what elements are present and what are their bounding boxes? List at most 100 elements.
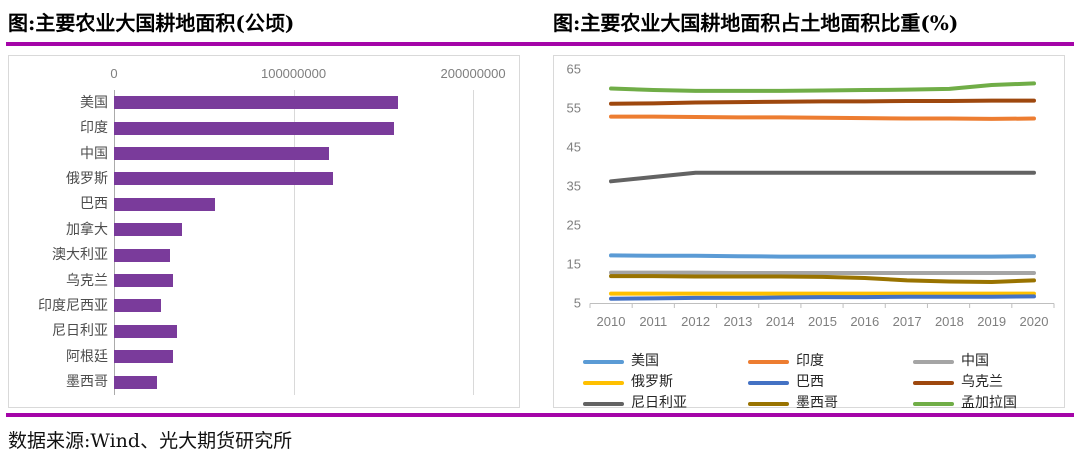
bar bbox=[114, 375, 158, 389]
legend-swatch bbox=[748, 359, 789, 364]
bar-row bbox=[114, 96, 509, 110]
legend-label: 尼日利亚 bbox=[631, 395, 687, 411]
legend-item: 中国 bbox=[913, 353, 1078, 370]
line-x-tick-label: 2013 bbox=[723, 314, 752, 329]
legend-label: 乌克兰 bbox=[961, 374, 1003, 390]
line-y-tick-label: 15 bbox=[567, 257, 581, 272]
line-x-tick-label: 2019 bbox=[977, 314, 1006, 329]
charts-row: 0 100000000 200000000 美国 印度 中国 俄罗斯 巴西 加拿大 澳大利亚 乌克… bbox=[8, 55, 1072, 411]
bar-row bbox=[114, 274, 509, 288]
line-x-tick-label: 2014 bbox=[766, 314, 795, 329]
bar-category-label: 尼日利亚 bbox=[52, 323, 108, 340]
bar-row bbox=[114, 147, 509, 161]
legend-item: 乌克兰 bbox=[913, 374, 1078, 391]
bar-zero-axis-line bbox=[114, 90, 115, 395]
line-y-tick-label: 65 bbox=[567, 62, 581, 77]
bar-category-labels: 美国 印度 中国 俄罗斯 巴西 加拿大 澳大利亚 乌克兰 印度尼西亚 尼日利亚 阿根廷 墨西哥 bbox=[9, 90, 114, 395]
bar-plot-area bbox=[114, 90, 509, 395]
bar-axis-labels: 0 100000000 200000000 bbox=[110, 65, 509, 84]
line-y-tick-label: 45 bbox=[567, 140, 581, 155]
legend-swatch bbox=[913, 359, 954, 364]
legend-item: 孟加拉国 bbox=[913, 395, 1078, 412]
bar-row bbox=[114, 350, 509, 364]
legend-label: 中国 bbox=[961, 353, 989, 369]
bar bbox=[114, 223, 183, 237]
line-series bbox=[609, 170, 1036, 184]
line-x-tick-label: 2016 bbox=[850, 314, 879, 329]
bar-category-label: 阿根廷 bbox=[66, 348, 108, 365]
bar bbox=[114, 274, 174, 288]
legend-item: 俄罗斯 bbox=[583, 374, 748, 391]
bar-row bbox=[114, 248, 509, 262]
line-x-tick-label: 2017 bbox=[893, 314, 922, 329]
legend-swatch bbox=[583, 401, 624, 406]
data-source-text: 数据来源:Wind、光大期货研究所 bbox=[8, 430, 293, 452]
line-x-tick-label: 2010 bbox=[597, 314, 626, 329]
bar-row bbox=[114, 121, 509, 135]
legend-item: 墨西哥 bbox=[748, 395, 913, 412]
bar bbox=[114, 121, 395, 135]
line-chart-legend: 美国 印度 中国俄罗斯 巴西 乌克兰尼日利亚 墨西哥 孟加拉国 bbox=[554, 353, 1064, 412]
top-divider-rule bbox=[6, 42, 1074, 46]
line-y-tick-label: 5 bbox=[574, 296, 581, 311]
line-y-tick-label: 25 bbox=[567, 218, 581, 233]
bar-x-tick-label: 200000000 bbox=[440, 65, 506, 81]
bar-row bbox=[114, 172, 509, 186]
line-x-tick-label: 2020 bbox=[1020, 314, 1049, 329]
bar-category-label: 中国 bbox=[80, 145, 108, 162]
legend-swatch bbox=[748, 380, 789, 385]
line-chart-panel: 5 15 25 35 45 55 65 2010 2011 2012 2013 2014 2015 201… bbox=[553, 55, 1065, 411]
line-y-tick-label: 55 bbox=[567, 101, 581, 116]
bar-chart-x-axis: 0 100000000 200000000 bbox=[9, 59, 519, 90]
line-chart-svg: 5 15 25 35 45 55 65 2010 2011 2012 2013 2014 2015 201… bbox=[567, 62, 1055, 329]
bar-category-label: 印度尼西亚 bbox=[38, 297, 108, 314]
legend-swatch bbox=[913, 401, 954, 406]
bar-chart-body: 美国 印度 中国 俄罗斯 巴西 加拿大 澳大利亚 乌克兰 印度尼西亚 尼日利亚 阿根廷 墨西哥 bbox=[9, 90, 519, 395]
bar bbox=[114, 350, 174, 364]
line-x-tick-label: 2011 bbox=[639, 314, 667, 329]
bar-category-label: 加拿大 bbox=[66, 221, 108, 238]
legend-swatch bbox=[748, 401, 789, 406]
bar-x-tick-label: 0 bbox=[110, 65, 118, 81]
bar-x-tick-label: 100000000 bbox=[260, 65, 327, 81]
legend-item: 美国 bbox=[583, 353, 748, 370]
bar-gridline bbox=[473, 90, 475, 395]
legend-label: 美国 bbox=[631, 353, 659, 369]
bar bbox=[114, 96, 398, 110]
legend-label: 孟加拉国 bbox=[961, 395, 1017, 411]
legend-item: 巴西 bbox=[748, 374, 913, 391]
bar bbox=[114, 197, 215, 211]
bar-row bbox=[114, 375, 509, 389]
legend-label: 巴西 bbox=[796, 374, 824, 390]
bottom-divider-rule bbox=[6, 413, 1074, 417]
legend-item: 印度 bbox=[748, 353, 913, 370]
line-series bbox=[609, 81, 1036, 93]
bar-rows bbox=[114, 90, 509, 395]
line-series bbox=[609, 253, 1036, 259]
bar-row bbox=[114, 223, 509, 237]
bar-row bbox=[114, 299, 509, 313]
legend-swatch bbox=[583, 359, 624, 364]
bar bbox=[114, 248, 170, 262]
bar bbox=[114, 147, 330, 161]
line-series bbox=[609, 114, 1036, 121]
bar-row bbox=[114, 324, 509, 338]
line-series bbox=[609, 98, 1036, 106]
bar-gridline bbox=[293, 90, 295, 395]
legend-swatch bbox=[583, 380, 624, 385]
legend-label: 墨西哥 bbox=[796, 395, 838, 411]
line-chart-title: 图:主要农业大国耕地面积占土地面积比重(%) bbox=[553, 11, 959, 35]
bar-chart-title: 图:主要农业大国耕地面积(公顷) bbox=[8, 11, 295, 35]
line-series bbox=[609, 274, 1036, 284]
bar-row bbox=[114, 197, 509, 211]
bar-category-label: 墨西哥 bbox=[66, 374, 108, 391]
line-x-tick-label: 2015 bbox=[808, 314, 837, 329]
bar-category-label: 巴西 bbox=[80, 196, 108, 213]
bar-chart-panel: 0 100000000 200000000 美国 印度 中国 俄罗斯 巴西 加拿大 澳大利亚 乌克… bbox=[8, 55, 520, 408]
bar-category-label: 印度 bbox=[80, 120, 108, 137]
titles-row: 图:主要农业大国耕地面积(公顷) 图:主要农业大国耕地面积占土地面积比重(%) bbox=[0, 0, 1080, 41]
bar-category-label: 澳大利亚 bbox=[52, 247, 108, 264]
line-y-tick-label: 35 bbox=[567, 179, 581, 194]
legend-label: 俄罗斯 bbox=[631, 374, 673, 390]
bar bbox=[114, 172, 334, 186]
